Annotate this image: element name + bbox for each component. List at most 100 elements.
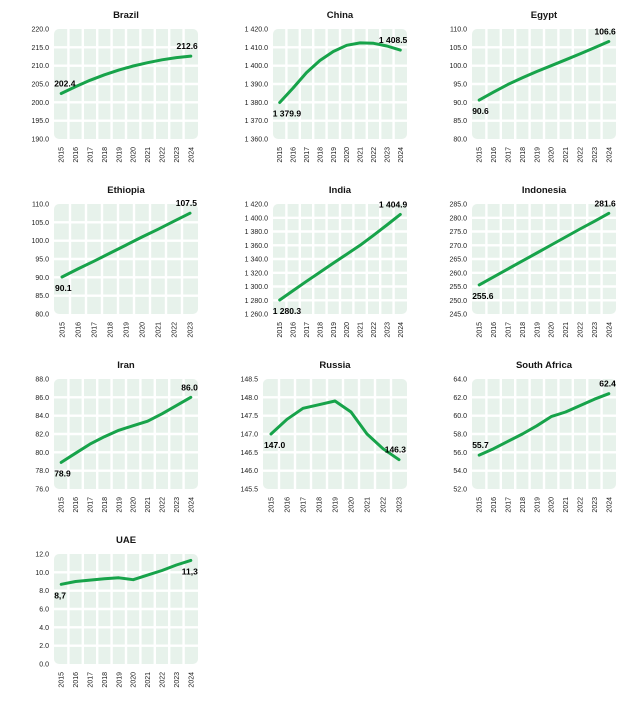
end-value-label: 1 408.5 [379,35,408,45]
chart-title: China [327,10,354,21]
x-axis-tick-label: 2023 [592,147,599,163]
x-axis-tick-label: 2022 [578,322,585,338]
x-axis-tick-label: 2015 [477,497,484,513]
chart-title: South Africa [516,360,573,371]
y-axis-tick-label: 245.0 [449,312,467,319]
y-axis-tick-label: 200.0 [31,100,49,107]
x-axis-tick-label: 2015 [59,497,66,513]
y-axis-tick-label: 1 420.0 [245,27,268,34]
x-axis-tick-label: 2023 [397,497,404,513]
y-axis-tick-label: 280.0 [449,215,467,222]
x-axis-tick-label: 2017 [506,322,513,338]
x-axis-tick-label: 2019 [534,322,541,338]
y-axis-tick-label: 1 370.0 [245,118,268,125]
y-axis-tick-label: 85.0 [453,118,467,125]
y-axis-tick-label: 80.0 [35,312,49,319]
y-axis-tick-label: 1 380.0 [245,100,268,107]
y-axis-tick-label: 64.0 [453,377,467,384]
y-axis-tick-label: 1 360.0 [245,137,268,144]
x-axis-tick-label: 2015 [60,322,67,338]
chart-indonesia: Indonesia 245.0 250.0 255.0 260.0 265.0 270.0 2… [418,177,627,352]
x-axis-tick-label: 2023 [188,322,195,338]
x-axis-tick-label: 2022 [160,672,167,688]
y-axis-tick-label: 110.0 [32,202,49,209]
series-line [269,399,401,462]
x-axis-tick-label: 2023 [174,672,181,688]
x-axis-tick-label: 2019 [331,147,338,163]
x-axis-tick-label: 2021 [145,497,152,513]
x-axis-tick-label: 2018 [102,147,109,163]
y-axis-tick-label: 95.0 [453,82,467,89]
y-axis-tick-label: 145.5 [240,487,258,494]
x-axis-tick-label: 2019 [124,322,131,338]
series-line [278,212,402,302]
x-axis-tick-label: 2022 [578,497,585,513]
x-axis-tick-label: 2016 [73,672,80,688]
x-axis-tick-label: 2020 [549,497,556,513]
x-axis-tick-label: 2022 [371,322,378,338]
x-axis-tick-label: 2024 [398,147,405,163]
x-axis-tick-label: 2015 [477,322,484,338]
x-axis-tick-label: 2017 [506,147,513,163]
y-axis-tick-label: 80.0 [35,450,49,457]
x-axis-tick-label: 2018 [102,672,109,688]
start-value-label: 147.0 [264,440,286,450]
x-axis-tick-label: 2022 [160,497,167,513]
x-axis-tick-label: 2024 [398,322,405,338]
x-axis-tick-label: 2018 [108,322,115,338]
y-axis-tick-label: 80.0 [453,137,467,144]
chart-svg-9: UAE 0.0 2.0 4.0 6.0 8.0 10.0 12.0 2015 2016 2017 20… [35,535,198,688]
x-axis-tick-label: 2021 [563,322,570,338]
x-axis-tick-label: 2017 [88,672,95,688]
series-line [60,211,192,279]
x-axis-tick-label: 2015 [269,497,276,513]
y-axis-tick-label: 58.0 [453,432,467,439]
x-axis-tick-label: 2019 [116,497,123,513]
y-axis-tick-label: 205.0 [31,82,49,89]
chart-svg-4: India 1 260.0 1 280.0 1 300.0 1 320.0 1 340.0… [245,185,408,338]
y-axis-tick-label: 105.0 [449,45,467,52]
x-axis-tick-label: 2021 [563,497,570,513]
x-axis-tick-label: 2024 [188,672,195,688]
series-line [278,41,402,104]
y-axis-tick-label: 190.0 [31,137,49,144]
x-axis-tick-label: 2016 [285,497,292,513]
chart-svg-3: Ethiopia 80.0 85.0 90.0 95.0 100.0 105.0 110.0 2… [31,185,198,338]
x-axis-tick-label: 2015 [277,147,284,163]
chart-title: Indonesia [522,185,567,196]
y-axis-tick-label: 2.0 [39,643,49,650]
y-axis-tick-label: 100.0 [31,238,49,245]
y-axis-tick-label: 1 320.0 [245,270,268,277]
x-axis-tick-label: 2018 [520,322,527,338]
y-axis-tick-label: 210.0 [31,63,49,70]
chart-iran: Iran 76.0 78.0 80.0 82.0 84.0 86.0 88.0 2015 2016… [0,352,209,527]
y-axis-tick-label: 82.0 [35,432,49,439]
x-axis-tick-label: 2017 [88,497,95,513]
start-value-label: 90.6 [472,106,489,116]
x-axis-tick-label: 2018 [520,147,527,163]
x-axis-tick-label: 2018 [317,147,324,163]
chart-svg-8: South Africa 52.0 54.0 56.0 58.0 60.0 62.0 64.0… [453,360,616,513]
x-axis-tick-label: 2018 [317,497,324,513]
x-axis-tick-label: 2019 [331,322,338,338]
x-axis-tick-label: 2022 [160,147,167,163]
x-axis-tick-label: 2024 [188,497,195,513]
x-axis-tick-label: 2016 [291,147,298,163]
x-axis-tick-label: 2021 [358,147,365,163]
y-axis-tick-label: 195.0 [31,118,49,125]
x-axis-tick-label: 2020 [344,322,351,338]
y-axis-tick-label: 148.0 [240,395,258,402]
y-axis-tick-label: 1 400.0 [245,63,268,70]
start-value-label: 202.4 [54,79,76,89]
y-axis-tick-label: 1 260.0 [245,312,268,319]
x-axis-tick-label: 2022 [578,147,585,163]
start-value-label: 90.1 [55,283,72,293]
start-value-label: 8,7 [54,590,66,600]
y-axis-tick-label: 146.0 [240,468,258,475]
x-axis-tick-label: 2015 [59,672,66,688]
series-line [477,40,611,102]
chart-india: India 1 260.0 1 280.0 1 300.0 1 320.0 1 340.0… [209,177,418,352]
x-axis-tick-label: 2019 [116,147,123,163]
y-axis-tick-label: 1 390.0 [245,82,268,89]
chart-svg-5: Indonesia 245.0 250.0 255.0 260.0 265.0 270.0 2… [449,185,616,338]
